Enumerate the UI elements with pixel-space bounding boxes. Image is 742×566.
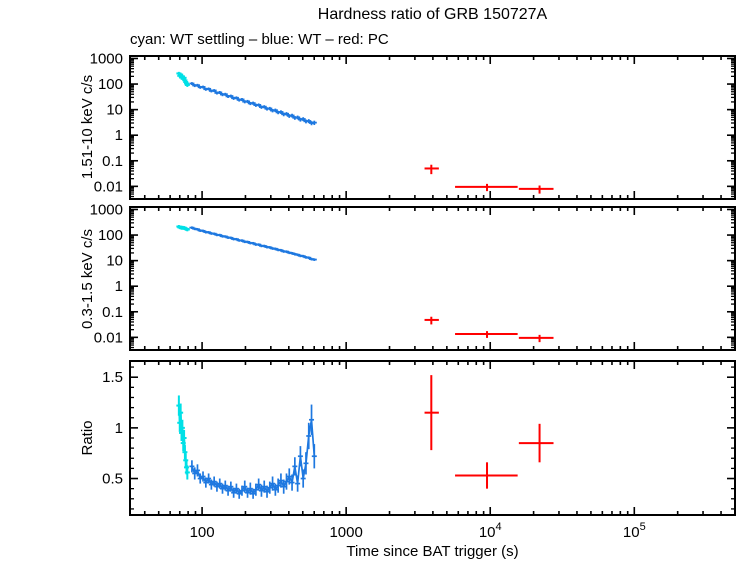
series-wt-settling <box>176 395 190 480</box>
x-tick-label: 105 <box>623 521 646 541</box>
y-tick-label: 0.1 <box>102 304 123 321</box>
series-wt-settling <box>176 71 190 87</box>
x-tick-label: 1000 <box>329 524 362 541</box>
y-tick-label: 1000 <box>90 50 123 67</box>
series-pc <box>424 164 554 194</box>
y-tick-label: 0.01 <box>94 329 123 346</box>
series-wt-settling <box>176 225 190 232</box>
y-tick-label: 1.5 <box>102 369 123 386</box>
panel-0: 1000 100 10 1 0.1 0.01 <box>90 50 736 200</box>
chart-legend-subtitle: cyan: WT settling – blue: WT – red: PC <box>130 31 389 48</box>
panel-1: 1000 100 10 1 0.1 0.01 <box>90 201 736 351</box>
x-tick-label: 104 <box>479 521 502 541</box>
series-wt <box>189 226 317 261</box>
y-tick-label: 0.1 <box>102 153 123 170</box>
series-pc <box>424 375 554 489</box>
y-tick-label: 1000 <box>90 201 123 218</box>
y-tick-label: 100 <box>98 227 123 244</box>
chart-title: Hardness ratio of GRB 150727A <box>317 6 548 23</box>
x-axis-label: Time since BAT trigger (s) <box>346 543 519 560</box>
y-tick-label: 0.01 <box>94 178 123 195</box>
y-tick-label: 1 <box>115 127 123 144</box>
y-tick-label: 100 <box>98 76 123 93</box>
y-tick-label: 1 <box>115 420 123 437</box>
x-tick-label: 100 <box>190 524 215 541</box>
y-tick-label: 10 <box>106 102 123 119</box>
y-tick-label: 1 <box>115 278 123 295</box>
y-tick-label: 0.5 <box>102 471 123 488</box>
panel-2: 1.5 1 0.5 100 1000 104 105 <box>102 360 736 541</box>
series-pc <box>424 316 554 343</box>
series-wt <box>189 82 317 126</box>
y-tick-label: 10 <box>106 253 123 270</box>
series-wt <box>189 404 317 499</box>
